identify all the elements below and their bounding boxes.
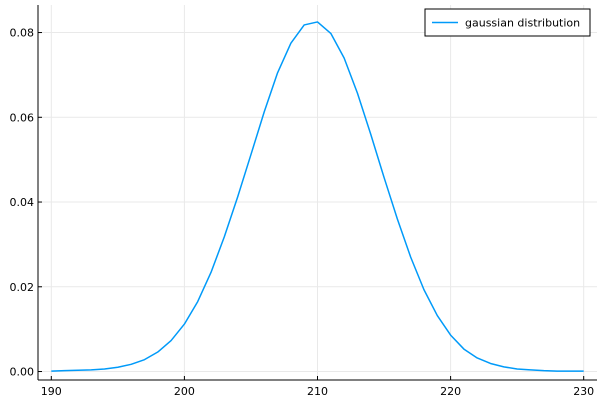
legend-label: gaussian distribution [465, 17, 580, 30]
x-tick-label-2: 210 [307, 385, 328, 398]
y-tick-label-4: 0.08 [10, 27, 35, 40]
x-tick-label-3: 220 [440, 385, 461, 398]
x-tick-label-0: 190 [41, 385, 62, 398]
y-tick-label-2: 0.04 [10, 196, 35, 209]
tick-labels: 190 200 210 220 230 0.00 0.02 0.04 0.06 0.08 [10, 27, 595, 398]
y-tick-label-1: 0.02 [10, 281, 35, 294]
x-tick-label-1: 200 [174, 385, 195, 398]
axes [37, 5, 597, 381]
y-tick-label-0: 0.00 [10, 366, 35, 379]
series-line-0 [51, 21, 584, 372]
series-layer [51, 21, 584, 372]
legend: gaussian distribution [424, 8, 591, 37]
y-tick-label-3: 0.06 [10, 111, 35, 124]
x-tick-label-4: 230 [573, 385, 594, 398]
